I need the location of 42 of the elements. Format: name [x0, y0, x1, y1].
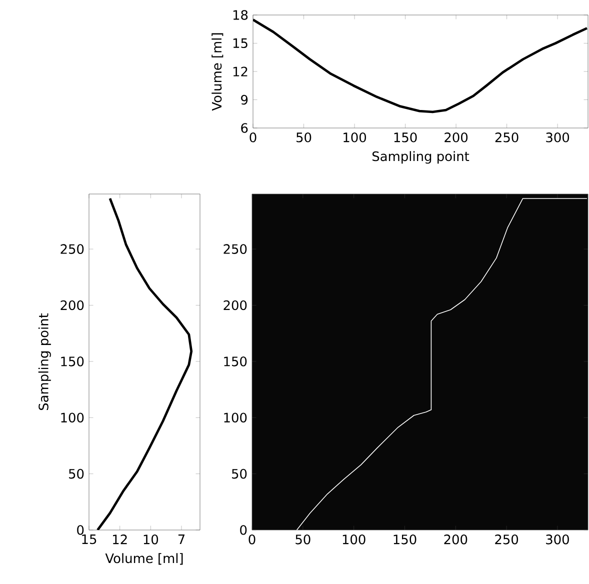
y-axis-title: Sampling point — [38, 313, 51, 410]
y-tick-label: 18 — [233, 10, 248, 20]
y-tick-label: 0 — [77, 525, 84, 535]
x-tick-label: 7 — [178, 534, 185, 544]
x-tick-label: 150 — [394, 534, 416, 544]
x-tick-label: 12 — [113, 534, 127, 544]
y-tick-label: 200 — [224, 300, 247, 310]
x-tick-label: 100 — [344, 132, 366, 142]
line-series — [96, 197, 193, 530]
x-tick-label: 150 — [394, 132, 417, 142]
x-tick-label: 250 — [495, 132, 518, 142]
x-tick-label: 300 — [546, 534, 569, 544]
x-tick-label: 100 — [342, 534, 366, 544]
y-tick-label: 150 — [224, 356, 247, 366]
x-tick-label: 0 — [250, 132, 256, 142]
x-tick-label: 200 — [444, 534, 468, 544]
y-tick-label: 6 — [241, 123, 248, 133]
y-tick-label: 250 — [224, 244, 247, 254]
line-series — [253, 18, 588, 114]
y-tick-label: 250 — [60, 244, 84, 254]
line-series — [296, 198, 588, 530]
x-tick-label: 15 — [82, 534, 96, 544]
x-tick-label: 50 — [296, 132, 312, 142]
y-tick-label: 0 — [240, 525, 247, 535]
x-tick-label: 50 — [296, 534, 310, 544]
x-tick-label: 200 — [444, 132, 468, 142]
y-tick-label: 100 — [224, 412, 247, 423]
y-tick-label: 100 — [61, 412, 84, 423]
x-tick-label: 300 — [546, 132, 570, 142]
x-tick-label: 10 — [144, 534, 158, 544]
y-tick-label: 50 — [69, 468, 84, 479]
x-tick-label: 0 — [248, 534, 256, 544]
y-tick-label: 50 — [232, 468, 247, 479]
y-tick-label: 15 — [233, 38, 248, 48]
x-tick-label: 250 — [495, 534, 518, 544]
y-tick-label: 150 — [61, 356, 84, 366]
y-tick-label: 12 — [233, 66, 248, 76]
y-tick-label: 9 — [241, 94, 248, 105]
y-tick-label: 200 — [60, 300, 84, 310]
x-axis-title: Volume [ml] — [105, 553, 183, 565]
y-axis-title: Volume [ml] — [212, 33, 224, 111]
x-axis-title: Sampling point — [372, 151, 470, 164]
